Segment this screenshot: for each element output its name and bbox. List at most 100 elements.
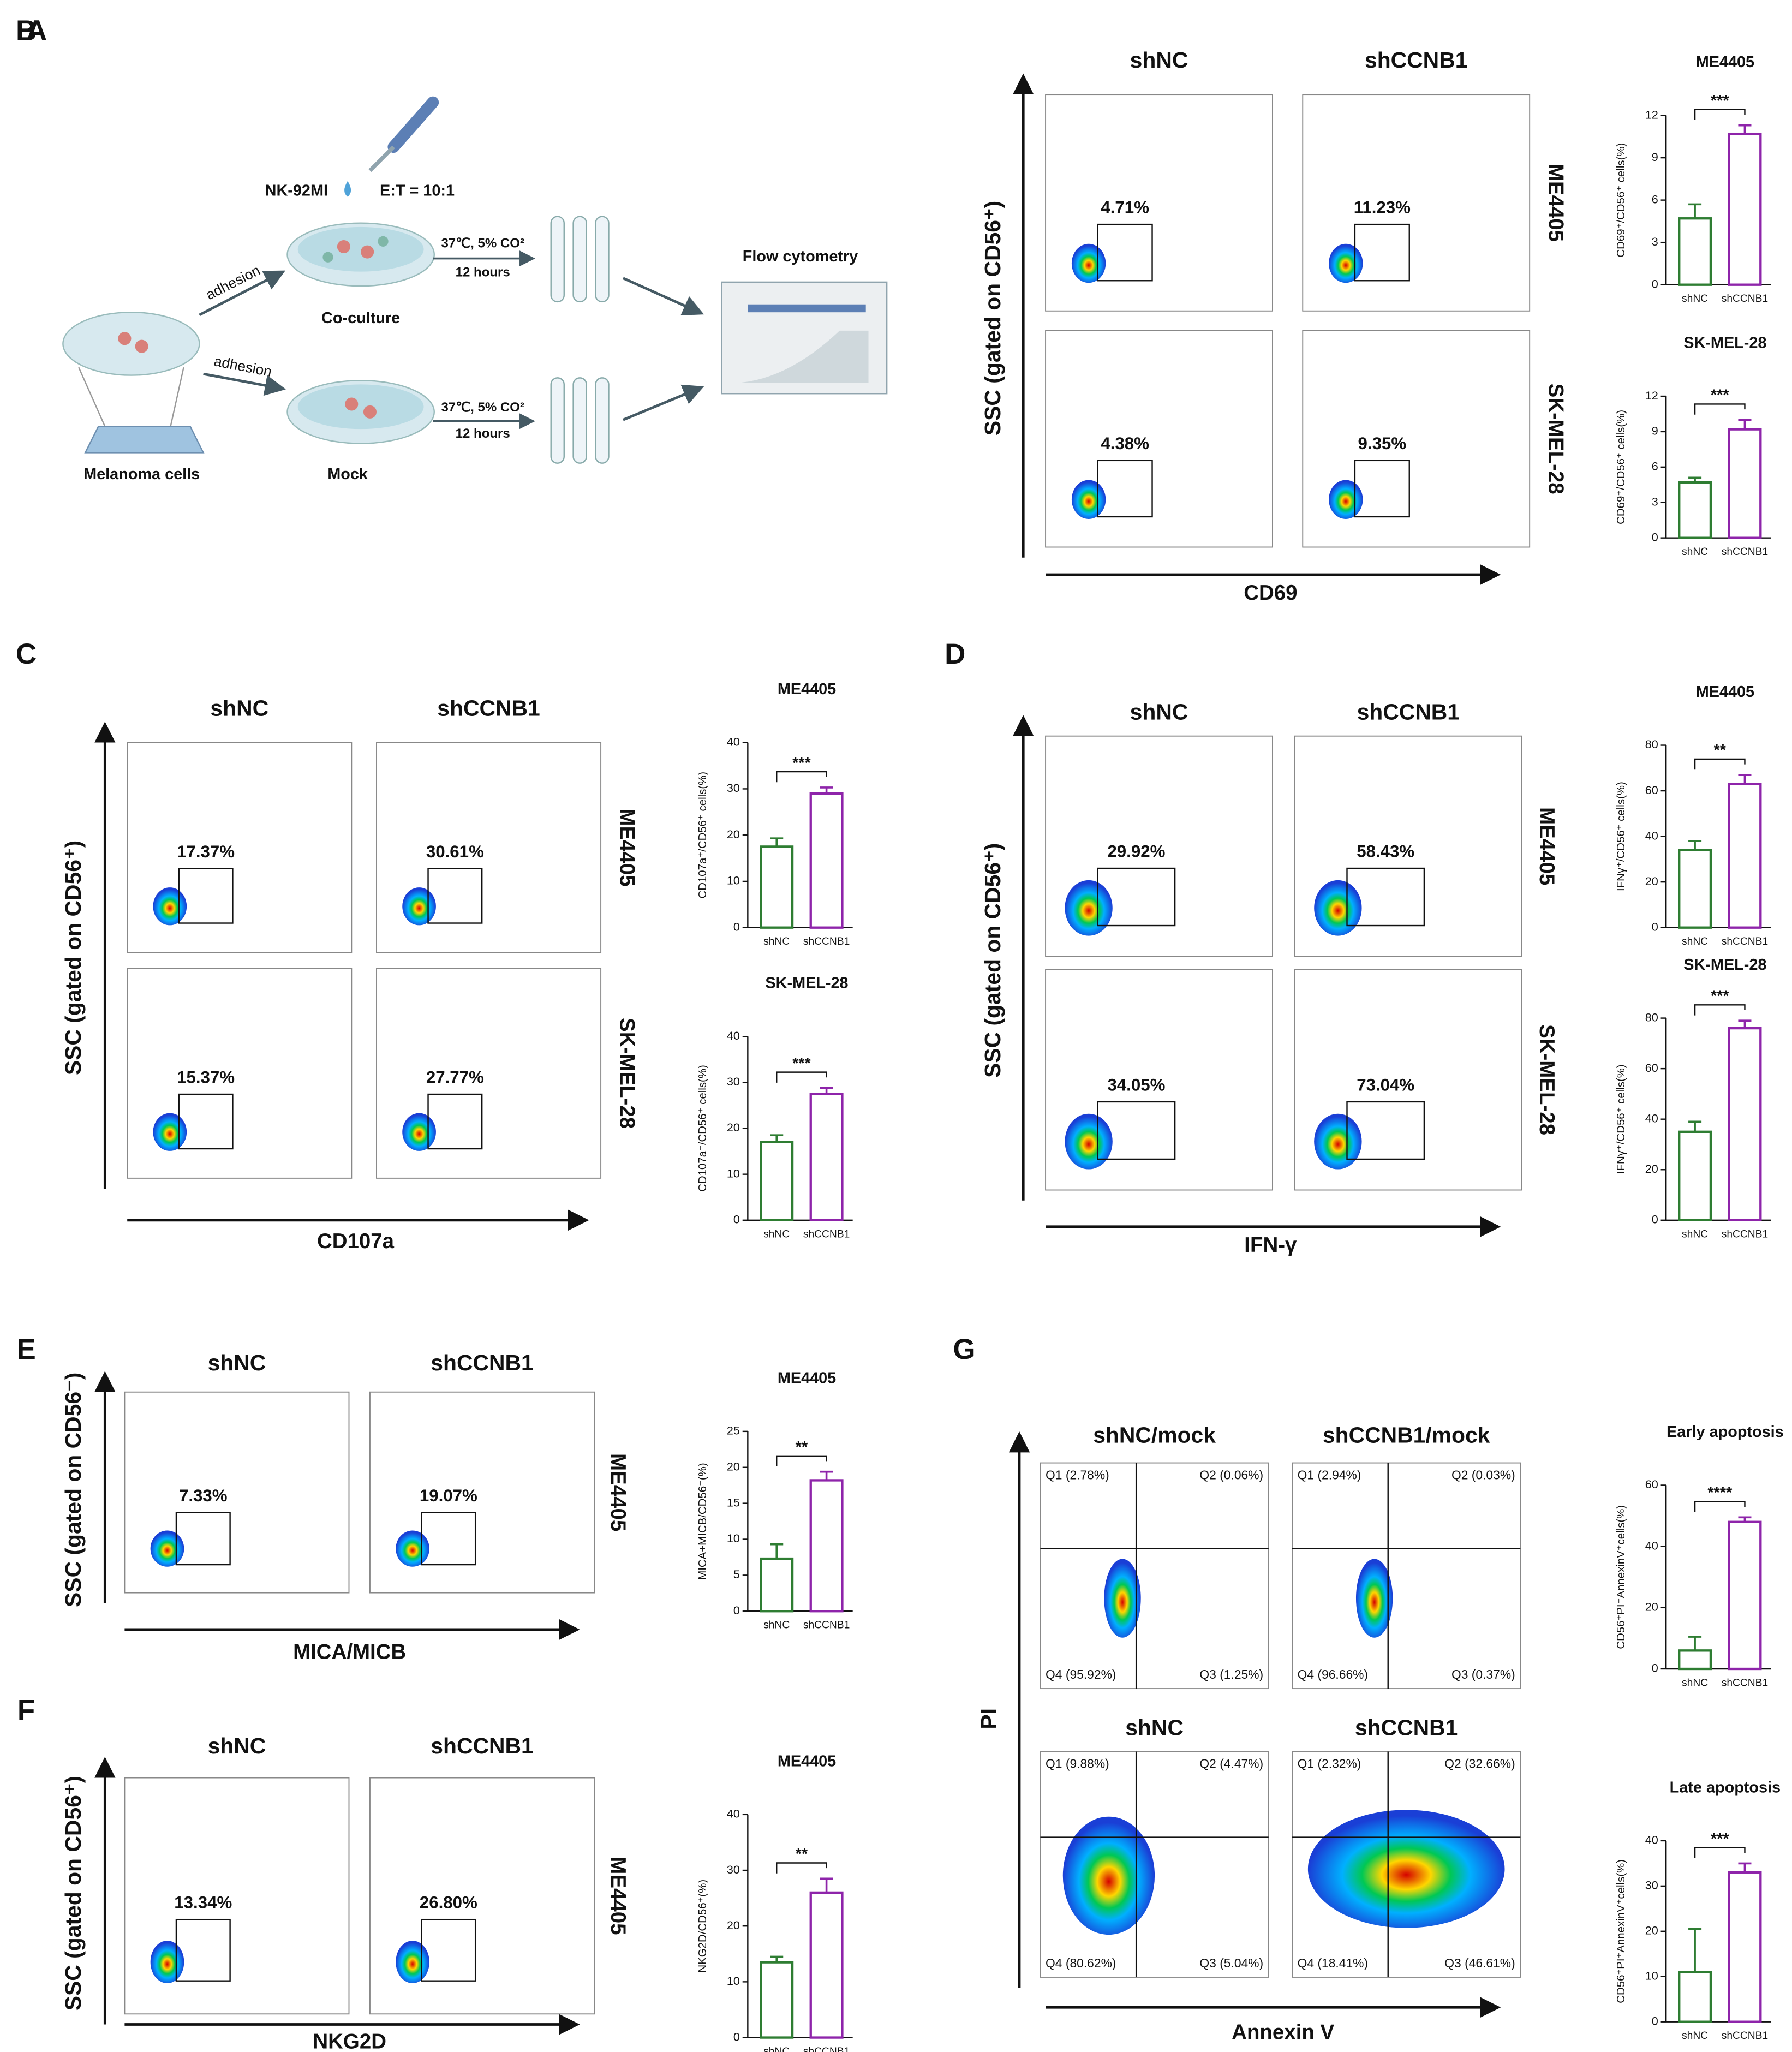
arrow (622, 277, 704, 315)
gate-percentage: 4.71% (1101, 198, 1149, 217)
significance-bracket (1694, 1501, 1746, 1512)
significance-bracket (776, 771, 827, 783)
x-axis-label: MICA/MICB (293, 1640, 406, 1663)
row-label: SK-MEL-28 (616, 1018, 639, 1129)
y-tick-label: 10 (1645, 1969, 1658, 1982)
y-tick-label: 0 (1652, 920, 1658, 933)
y-tick-label: 30 (727, 781, 740, 795)
y-tick-label: 0 (733, 920, 740, 933)
x-tick-label: shCCNB1 (803, 1228, 850, 1240)
gate (427, 868, 483, 924)
bar (760, 1557, 794, 1613)
flow-plot (1040, 1462, 1269, 1690)
significance-bracket (776, 1455, 827, 1467)
chart-title: Late apoptosis (1670, 1779, 1781, 1796)
event-density (150, 1941, 184, 1984)
row-label: ME4405 (606, 1453, 630, 1531)
quadrant-label: Q1 (9.88%) (1046, 1757, 1109, 1771)
y-tick-label: 80 (1645, 737, 1658, 751)
flow-plot (1045, 330, 1273, 548)
gate (421, 1918, 476, 1982)
panel-letter: E (16, 1333, 35, 1365)
gate (175, 1512, 231, 1566)
gate (427, 1093, 483, 1150)
significance-bracket (1694, 1847, 1746, 1858)
x-axis-label: CD107a (317, 1230, 395, 1253)
y-tick-label: 40 (1645, 1111, 1658, 1125)
y-tick-label: 20 (727, 1120, 740, 1134)
x-axis-label: IFN-γ (1244, 1233, 1297, 1257)
column-header: shCCNB1 (431, 1350, 533, 1375)
drop (344, 181, 351, 197)
x-axis-label: CD69 (1244, 581, 1297, 605)
event-density (1329, 243, 1363, 283)
plate (84, 426, 205, 454)
y-tick-label: 9 (1652, 424, 1658, 438)
panel-letter: G (953, 1333, 975, 1365)
quadrant-label: Q1 (2.94%) (1298, 1468, 1361, 1482)
bar (809, 1093, 844, 1221)
gate (1346, 867, 1425, 927)
y-tick-label: 5 (733, 1567, 740, 1581)
x-tick-label: shNC (1682, 293, 1708, 305)
event-density (1329, 480, 1363, 519)
bar (809, 1479, 844, 1613)
x-tick-label: shNC (763, 1228, 790, 1240)
chart-title: SK-MEL-28 (1683, 334, 1766, 351)
y-tick-label: 12 (1645, 389, 1658, 402)
column-header: shCCNB1 (1357, 700, 1460, 725)
gate-percentage: 4.38% (1101, 434, 1149, 453)
y-axis-label: CD69⁺/CD56⁺ cells(%) (1615, 410, 1627, 524)
event-density (402, 1113, 436, 1151)
event-density (1071, 243, 1106, 283)
significance: ** (1714, 742, 1727, 759)
bar (1728, 132, 1762, 286)
quadrant-label: Q3 (1.25%) (1199, 1667, 1263, 1681)
event-density (150, 1530, 184, 1567)
y-tick-label: 20 (1645, 1162, 1658, 1176)
y-tick-label: 6 (1652, 460, 1658, 473)
cell (337, 240, 350, 253)
x-tick-label: shCCNB1 (803, 2046, 850, 2052)
gate (1097, 460, 1153, 518)
panel-letter: A (26, 15, 47, 47)
y-tick-label: 10 (727, 874, 740, 887)
gate-percentage: 15.37% (177, 1067, 235, 1087)
bar (1728, 428, 1762, 539)
gate-percentage: 19.07% (420, 1486, 477, 1505)
dish-medium (297, 384, 424, 430)
quadrant-label: Q3 (0.37%) (1451, 1667, 1515, 1681)
guide (78, 367, 106, 427)
significance-bracket (1694, 758, 1746, 770)
y-tick-label: 60 (1645, 1061, 1658, 1075)
y-tick-label: 0 (1652, 1213, 1658, 1226)
quadrant-label: Q2 (4.47%) (1199, 1757, 1263, 1771)
cell (135, 339, 148, 353)
bar (1728, 1520, 1762, 1671)
row-label: SK-MEL-28 (1544, 384, 1568, 494)
row-label: ME4405 (1544, 164, 1568, 242)
y-axis-label: MICA+MICB/CD56⁻(%) (697, 1463, 709, 1579)
event-density (1314, 880, 1362, 936)
event-density (1307, 1810, 1505, 1928)
event-density (1065, 880, 1113, 936)
tube (572, 216, 587, 303)
gate (421, 1512, 476, 1566)
x-tick-label: shNC (1682, 546, 1708, 558)
chart-title: ME4405 (778, 1752, 836, 1770)
x-tick-label: shNC (1682, 936, 1708, 947)
arrow (623, 384, 704, 421)
y-tick-label: 30 (1645, 1878, 1658, 1892)
y-axis-label: SSC (gated on CD56⁺) (980, 843, 1005, 1078)
row-label: ME4405 (1535, 807, 1558, 885)
bar (1678, 849, 1712, 929)
y-tick-label: 20 (727, 1459, 740, 1473)
y-tick-label: 15 (727, 1495, 740, 1509)
x-tick-label: shNC (1682, 1228, 1708, 1240)
significance: *** (1711, 988, 1729, 1005)
tube (595, 216, 610, 303)
x-tick-label: shCCNB1 (803, 1620, 850, 1631)
tube (595, 377, 610, 464)
bar (1728, 1871, 1762, 2023)
panel-letter: B (16, 15, 37, 47)
